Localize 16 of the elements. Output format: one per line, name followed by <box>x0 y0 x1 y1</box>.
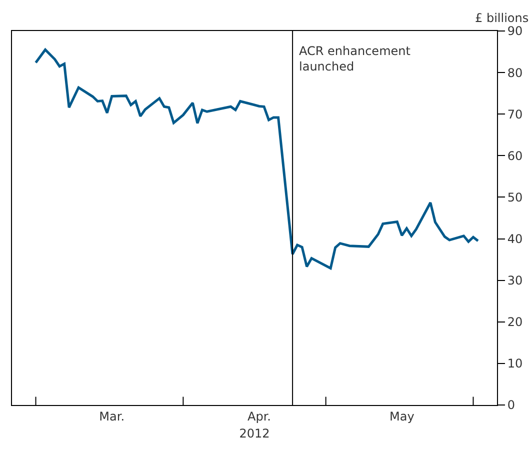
y-tick-label: 70 <box>507 107 523 122</box>
y-tick-label: 10 <box>507 356 523 371</box>
y-tick-label: 0 <box>507 398 516 412</box>
y-tick-label: 60 <box>507 148 523 163</box>
x-axis-title: 2012 <box>239 426 270 440</box>
y-tick-label: 40 <box>507 232 523 246</box>
y-tick-label: 20 <box>507 315 523 330</box>
y-tick-label: 80 <box>507 66 523 80</box>
y-axis-title: £ billions <box>475 11 529 25</box>
ref-line-label: ACR enhancement launched <box>299 44 411 74</box>
y-tick-label: 50 <box>507 190 523 204</box>
y-tick-label: 30 <box>507 274 523 288</box>
x-tick-label: Apr. <box>248 409 271 424</box>
x-tick-label: May <box>389 409 414 424</box>
x-tick-label: Mar. <box>99 409 125 424</box>
y-tick-label: 90 <box>507 24 523 38</box>
